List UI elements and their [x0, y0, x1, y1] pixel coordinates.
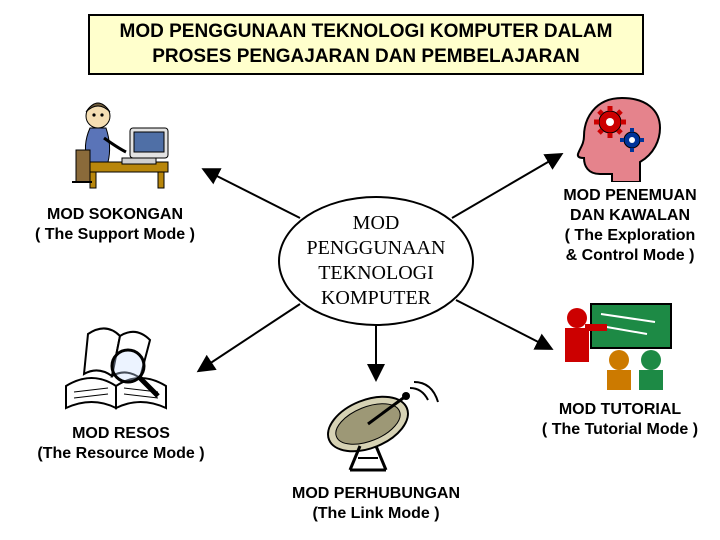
tutorial-icon — [555, 300, 675, 390]
link-label: MOD PERHUBUNGAN (The Link Mode ) — [256, 484, 496, 524]
support-icon — [68, 90, 178, 190]
tutorial-label: MOD TUTORIAL ( The Tutorial Mode ) — [520, 400, 720, 440]
support-label: MOD SOKONGAN ( The Support Mode ) — [10, 205, 220, 245]
center-line3: TEKNOLOGI — [318, 262, 434, 284]
resource-icon — [58, 316, 173, 416]
center-line1: MOD — [353, 212, 400, 234]
title-line1: MOD PENGGUNAAN TEKNOLOGI KOMPUTER DALAM — [120, 21, 613, 42]
center-line2: PENGGUNAAN — [307, 237, 446, 259]
center-oval: MOD PENGGUNAAN TEKNOLOGI KOMPUTER — [278, 196, 474, 326]
resource-label: MOD RESOS (The Resource Mode ) — [16, 424, 226, 464]
title-line2: PROSES PENGAJARAN DAN PEMBELAJARAN — [152, 46, 580, 67]
exploration-icon — [570, 92, 670, 182]
center-line4: KOMPUTER — [321, 287, 431, 309]
link-icon — [310, 378, 440, 478]
title-box: MOD PENGGUNAAN TEKNOLOGI KOMPUTER DALAM … — [88, 14, 644, 75]
exploration-label: MOD PENEMUAN DAN KAWALAN ( The Explorati… — [540, 186, 720, 266]
